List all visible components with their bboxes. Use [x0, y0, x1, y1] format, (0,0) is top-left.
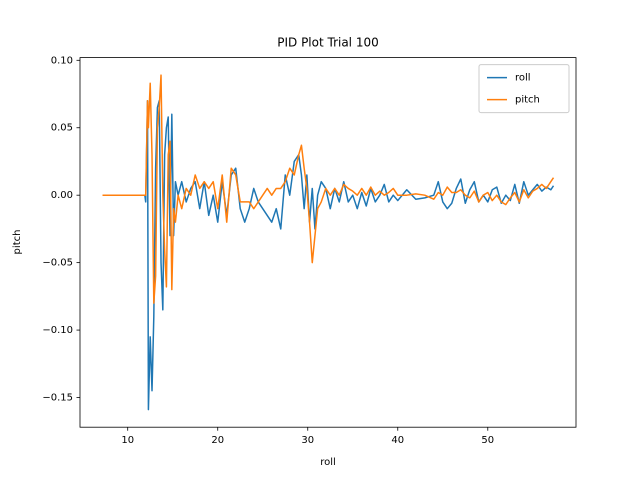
x-tick-label: 50 — [481, 435, 494, 446]
plot-frame — [79, 57, 577, 428]
legend-box — [478, 64, 570, 114]
y-tick-label: −0.10 — [42, 325, 73, 336]
series-line — [102, 74, 555, 304]
y-axis-label: pitch — [12, 230, 23, 255]
y-tick-label: −0.15 — [42, 393, 73, 404]
chart-title: PID Plot Trial 100 — [277, 36, 379, 50]
legend-label: pitch — [515, 95, 540, 106]
y-tick-label: 0.05 — [51, 123, 73, 134]
x-tick-label: 30 — [301, 435, 314, 446]
x-tick-label: 10 — [121, 435, 134, 446]
y-tick-label: 0.00 — [51, 190, 73, 201]
legend-label: roll — [515, 73, 531, 84]
x-tick-label: 20 — [211, 435, 224, 446]
x-axis-label: roll — [320, 457, 336, 468]
x-tick-label: 40 — [391, 435, 404, 446]
y-tick-label: −0.05 — [42, 258, 73, 269]
y-tick-label: 0.10 — [51, 55, 73, 66]
